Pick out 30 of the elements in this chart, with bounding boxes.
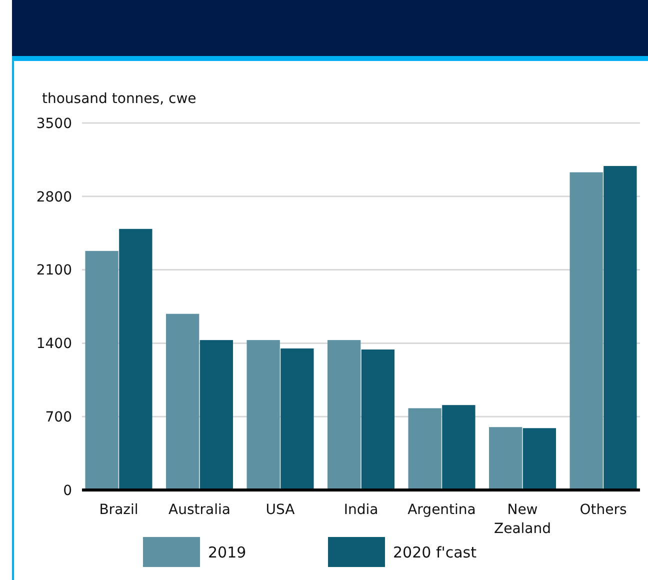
y-axis-title: thousand tonnes, cwe <box>42 91 196 107</box>
x-tick-label: Australia <box>168 502 230 518</box>
legend-label: 2020 f'cast <box>393 543 477 562</box>
legend-label: 2019 <box>208 543 246 562</box>
x-tick-label: USA <box>266 502 296 518</box>
bar <box>522 428 556 490</box>
bar <box>361 349 395 490</box>
y-tick-label: 0 <box>63 482 72 499</box>
bar <box>200 340 234 490</box>
bar <box>280 348 314 490</box>
x-tick-label: New Zealand <box>494 502 552 537</box>
bar <box>488 427 522 490</box>
bar <box>166 314 200 490</box>
bar <box>119 228 152 490</box>
bar <box>408 408 442 490</box>
y-tick-label: 2100 <box>36 262 72 279</box>
y-tick-label: 3500 <box>36 116 72 132</box>
x-tick-label: Brazil <box>99 502 138 518</box>
bar <box>327 340 361 490</box>
y-tick-label: 2800 <box>36 189 72 206</box>
bar <box>246 340 280 490</box>
bar <box>85 250 118 490</box>
y-tick-label: 1400 <box>36 336 72 352</box>
x-tick-label: Others <box>580 502 627 518</box>
bar <box>570 172 603 490</box>
y-tick-label: 700 <box>45 410 72 426</box>
x-tick-label: Argentina <box>408 502 476 518</box>
bar <box>442 405 476 490</box>
x-tick-label: India <box>344 502 378 518</box>
bar <box>604 166 637 490</box>
